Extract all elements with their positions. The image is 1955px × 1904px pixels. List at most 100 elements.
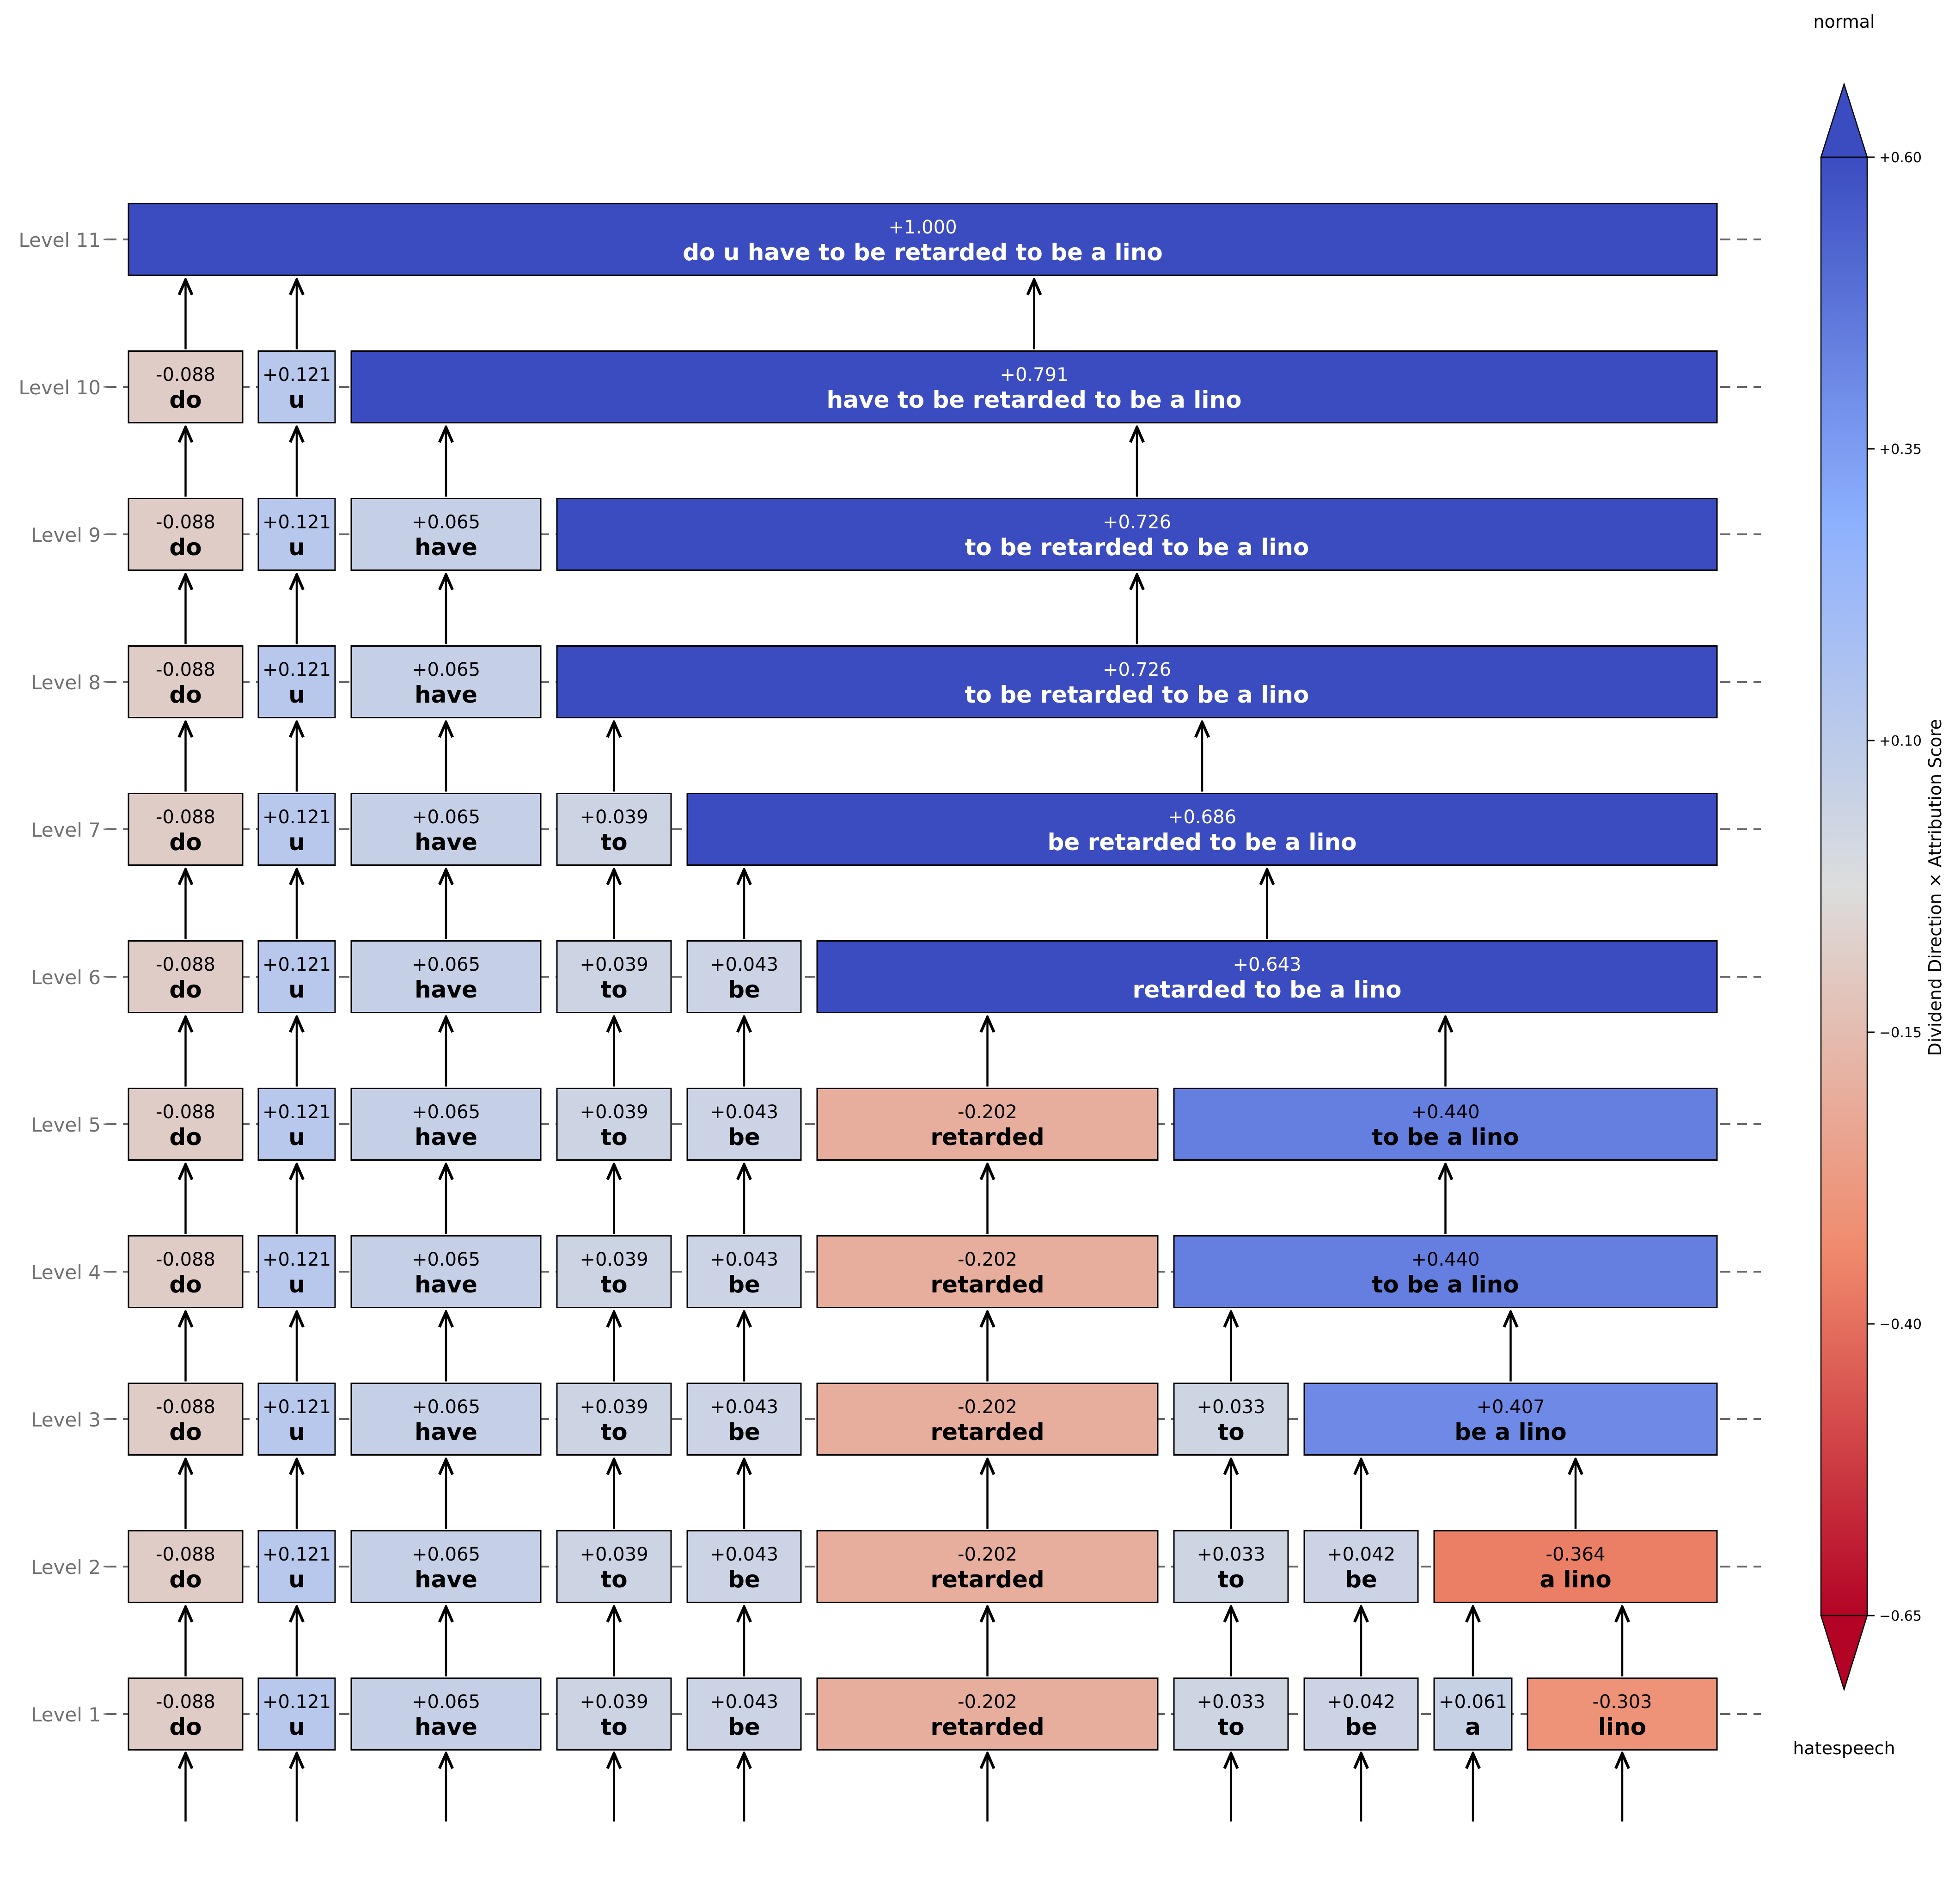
node-score: +0.407	[1476, 1396, 1545, 1418]
node-box-fill	[128, 1088, 244, 1161]
node-box-fill	[350, 350, 1718, 423]
colorbar-upper-extension	[1820, 82, 1868, 158]
node-box-fill	[556, 1383, 672, 1456]
node-text: be	[728, 1419, 760, 1445]
node-box-fill	[686, 940, 802, 1013]
node-text: have	[415, 976, 477, 1003]
node-text: to	[600, 1419, 627, 1445]
level-labels: Level 11 Level 10 Level 9 Level 8 Level 7 Lev…	[18, 229, 110, 1726]
node-text: retarded	[930, 1271, 1044, 1298]
level-label: Level 7	[31, 819, 101, 841]
node-box-fill	[816, 940, 1718, 1013]
node-box-fill	[257, 793, 336, 866]
node-box-fill	[1303, 1530, 1419, 1603]
node-box-fill	[816, 1383, 1159, 1456]
node-score: +0.065	[412, 1396, 480, 1418]
node-text: a	[1465, 1714, 1481, 1740]
node-text: u	[288, 976, 305, 1003]
node-text: u	[288, 534, 305, 561]
node-score: +0.065	[412, 1102, 480, 1123]
node-box-fill	[350, 1235, 542, 1308]
node-text: u	[288, 1124, 305, 1151]
node-text: be	[728, 1124, 760, 1151]
node-text: to	[600, 1714, 627, 1740]
node-box-fill	[128, 1530, 244, 1603]
node-box-fill	[257, 1383, 336, 1456]
node-box-fill	[1173, 1530, 1289, 1603]
level-label: Level 8	[31, 671, 101, 694]
colorbar-ticks: +0.60 +0.35 +0.10 −0.15 −0.40 −0.65	[1867, 150, 1922, 1624]
node-score: -0.202	[958, 1544, 1017, 1565]
node-text: have	[415, 1566, 477, 1593]
node-box-fill	[1173, 1677, 1289, 1751]
node-text: to be a lino	[1372, 1271, 1519, 1298]
node-score: -0.088	[156, 1396, 215, 1418]
node-score: -0.088	[156, 1691, 215, 1713]
node-score: -0.088	[156, 807, 215, 828]
node-box-fill	[1173, 1088, 1718, 1161]
node-score: +0.043	[710, 1396, 778, 1418]
node-score: +0.121	[263, 1249, 331, 1270]
colorbar-tick-label: −0.40	[1879, 1316, 1922, 1333]
level-label: Level 5	[31, 1114, 101, 1136]
node-text: a lino	[1540, 1566, 1611, 1593]
node-text: u	[288, 1271, 305, 1298]
colorbar-tick-label: +0.60	[1879, 150, 1922, 166]
node-score: +0.121	[263, 1102, 331, 1123]
colorbar-tick-label: −0.15	[1879, 1025, 1922, 1041]
node-text: be	[1345, 1714, 1377, 1740]
node-box-fill	[350, 793, 542, 866]
node-text: do u have to be retarded to be a lino	[683, 239, 1162, 266]
level-label: Level 10	[18, 376, 101, 399]
node-box-fill	[257, 1677, 336, 1751]
node-box-fill	[350, 940, 542, 1013]
node-text: retarded	[930, 1714, 1044, 1740]
node-score: +0.039	[580, 1396, 648, 1418]
node-score: +0.643	[1233, 954, 1301, 975]
node-score: +0.043	[710, 1102, 778, 1123]
node-text: to	[1217, 1566, 1244, 1593]
node-score: -0.202	[958, 1691, 1017, 1713]
node-box-fill	[686, 1677, 802, 1751]
node-score: +0.121	[263, 1691, 331, 1713]
node-score: +0.121	[263, 1396, 331, 1418]
level-label: Level 4	[31, 1261, 101, 1284]
level-label: Level 1	[31, 1703, 101, 1726]
node-text: be retarded to be a lino	[1047, 829, 1356, 856]
node-box-fill	[350, 1088, 542, 1161]
node-score: +0.033	[1197, 1544, 1265, 1565]
node-text: do	[169, 1419, 202, 1445]
level-label: Level 3	[31, 1408, 101, 1431]
node-score: +0.043	[710, 1249, 778, 1270]
node-text: do	[169, 829, 202, 856]
node-score: +0.033	[1197, 1691, 1265, 1713]
node-text: retarded	[930, 1124, 1044, 1151]
node-box-fill	[257, 645, 336, 718]
node-score: -0.088	[156, 364, 215, 386]
node-score: +0.065	[412, 807, 480, 828]
node-score: +0.042	[1327, 1691, 1395, 1713]
node-text: u	[288, 829, 305, 856]
